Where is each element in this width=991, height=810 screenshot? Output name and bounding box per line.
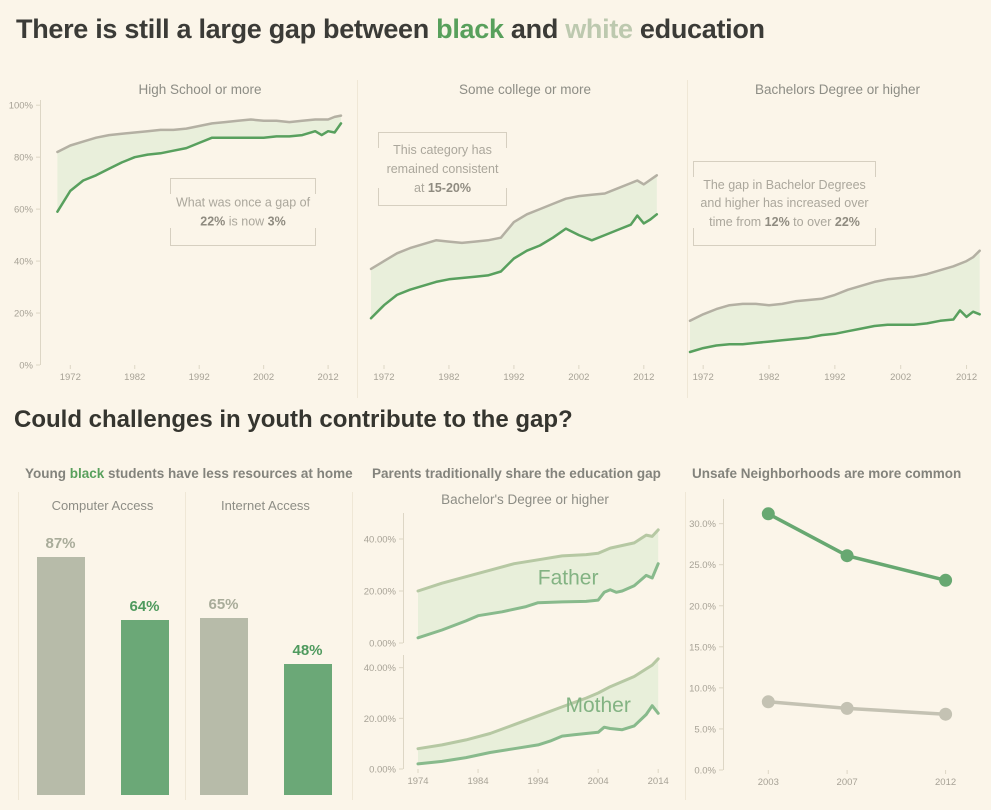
svg-text:1992: 1992 bbox=[824, 372, 845, 383]
svg-text:2012: 2012 bbox=[633, 372, 654, 383]
chart-title-high-school: High School or more bbox=[138, 82, 262, 97]
panel-divider bbox=[352, 492, 353, 800]
svg-text:1992: 1992 bbox=[189, 372, 210, 383]
svg-text:40.00%: 40.00% bbox=[364, 663, 397, 674]
father-chart[interactable]: 0.00% 20.00% 40.00% Father bbox=[364, 505, 670, 650]
bar-value-label: 65% bbox=[208, 596, 239, 613]
computer-access-bars[interactable]: 87% 64% bbox=[20, 522, 185, 795]
svg-text:15.0%: 15.0% bbox=[689, 642, 716, 653]
panel-divider bbox=[685, 492, 686, 800]
bar-mark[interactable] bbox=[36, 557, 85, 795]
panel-divider bbox=[357, 80, 358, 398]
bar-mark[interactable] bbox=[120, 620, 169, 795]
svg-text:20.0%: 20.0% bbox=[689, 601, 716, 612]
svg-text:Mother: Mother bbox=[565, 694, 630, 717]
svg-text:20.00%: 20.00% bbox=[364, 714, 397, 725]
svg-text:5.0%: 5.0% bbox=[694, 724, 716, 735]
bar-panel-title: Internet Access bbox=[221, 498, 310, 513]
svg-text:1982: 1982 bbox=[438, 372, 459, 383]
svg-text:Father: Father bbox=[538, 567, 599, 590]
svg-text:1972: 1972 bbox=[60, 372, 81, 383]
svg-text:40%: 40% bbox=[14, 257, 34, 268]
mother-chart[interactable]: 0.00% 20.00% 40.00% 1974 1984 1994 2004 2014 Mot… bbox=[364, 650, 670, 800]
svg-text:25.0%: 25.0% bbox=[689, 560, 716, 571]
computer-access-bar-white[interactable]: 87% bbox=[36, 535, 85, 795]
svg-text:2002: 2002 bbox=[890, 372, 911, 383]
chart-title-bachelors: Bachelors Degree or higher bbox=[754, 82, 921, 97]
svg-text:1992: 1992 bbox=[503, 372, 524, 383]
svg-text:0.0%: 0.0% bbox=[694, 766, 716, 777]
svg-text:2004: 2004 bbox=[588, 776, 609, 787]
chart-title-parents-bachelors: Bachelor's Degree or higher bbox=[441, 492, 609, 507]
bar-panel-title: Computer Access bbox=[51, 498, 154, 513]
svg-text:100%: 100% bbox=[9, 101, 34, 112]
svg-text:1972: 1972 bbox=[373, 372, 394, 383]
svg-text:30.0%: 30.0% bbox=[689, 519, 716, 530]
bar-value-label: 48% bbox=[292, 642, 323, 659]
high-school-chart[interactable]: 0% 20% 40% 60% 80% 100% 1972 1982 1992 2002 2012 bbox=[9, 95, 356, 387]
section-title: Could challenges in youth contribute to … bbox=[14, 406, 573, 433]
subtitle-resources: Young black students have less resources… bbox=[25, 466, 353, 481]
annotation-frame bbox=[170, 178, 316, 246]
chart-title-some-college: Some college or more bbox=[458, 82, 592, 97]
svg-text:0%: 0% bbox=[19, 361, 33, 372]
svg-text:20.00%: 20.00% bbox=[364, 587, 397, 598]
svg-text:2002: 2002 bbox=[253, 372, 274, 383]
panel-divider bbox=[18, 492, 19, 800]
svg-text:1972: 1972 bbox=[693, 372, 714, 383]
subtitle-unsafe: Unsafe Neighborhoods are more common bbox=[692, 466, 962, 481]
svg-text:1982: 1982 bbox=[758, 372, 779, 383]
svg-text:2012: 2012 bbox=[956, 372, 977, 383]
internet-access-bar-white[interactable]: 65% bbox=[199, 596, 248, 795]
svg-text:2012: 2012 bbox=[318, 372, 339, 383]
internet-access-bar-black[interactable]: 48% bbox=[283, 642, 332, 795]
bar-value-label: 64% bbox=[129, 598, 160, 615]
svg-text:40.00%: 40.00% bbox=[364, 535, 397, 546]
svg-text:80%: 80% bbox=[14, 153, 34, 164]
svg-text:2012: 2012 bbox=[935, 777, 956, 788]
bar-value-label: 87% bbox=[45, 535, 76, 552]
svg-text:1982: 1982 bbox=[124, 372, 145, 383]
computer-access-bar-black[interactable]: 64% bbox=[120, 598, 169, 795]
annotation-some-college-consistent: This category has remained consistent at 1… bbox=[378, 132, 507, 206]
svg-text:2003: 2003 bbox=[758, 777, 779, 788]
svg-text:0.00%: 0.00% bbox=[369, 765, 396, 776]
annotation-text: What was once a gap of 22% is now 3% bbox=[175, 195, 311, 228]
panel-divider bbox=[185, 492, 186, 800]
annotation-text: The gap in Bachelor Degrees and higher ha… bbox=[700, 177, 869, 229]
bar-mark[interactable] bbox=[199, 618, 248, 795]
annotation-bachelors-gap: The gap in Bachelor Degrees and higher ha… bbox=[693, 161, 876, 246]
svg-text:2007: 2007 bbox=[837, 777, 858, 788]
bachelors-chart[interactable]: 1972 1982 1992 2002 2012 bbox=[688, 95, 991, 387]
svg-text:20%: 20% bbox=[14, 309, 34, 320]
panel-divider bbox=[687, 80, 688, 398]
svg-text:1984: 1984 bbox=[467, 776, 488, 787]
unsafe-neighborhoods-chart[interactable]: 0.0% 5.0% 10.0% 15.0% 20.0% 25.0% 30.0% 2003 200… bbox=[689, 485, 991, 788]
svg-text:10.0%: 10.0% bbox=[689, 683, 716, 694]
some-college-chart[interactable]: 1972 1982 1992 2002 2012 bbox=[360, 95, 690, 387]
bar-mark[interactable] bbox=[283, 664, 332, 795]
svg-text:0.00%: 0.00% bbox=[369, 639, 396, 650]
annotation-frame bbox=[693, 161, 876, 246]
annotation-frame bbox=[378, 132, 507, 206]
annotation-text: This category has remained consistent at 1… bbox=[386, 142, 499, 195]
internet-access-bars[interactable]: 65% 48% bbox=[186, 522, 345, 795]
svg-text:60%: 60% bbox=[14, 205, 34, 216]
svg-text:2014: 2014 bbox=[648, 776, 669, 787]
svg-text:1994: 1994 bbox=[528, 776, 549, 787]
subtitle-parents: Parents traditionally share the educatio… bbox=[372, 466, 661, 481]
svg-text:2002: 2002 bbox=[568, 372, 589, 383]
internet-access-panel: Internet Access 65% 48% bbox=[186, 492, 345, 800]
annotation-high-school-gap: What was once a gap of 22% is now 3% bbox=[170, 178, 316, 246]
svg-text:1974: 1974 bbox=[407, 776, 428, 787]
page-title: There is still a large gap between black… bbox=[16, 14, 765, 44]
computer-access-panel: Computer Access 87% 64% bbox=[20, 492, 185, 800]
